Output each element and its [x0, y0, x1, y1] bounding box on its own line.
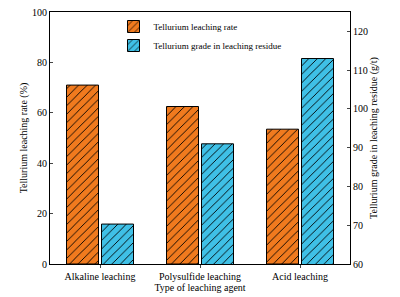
svg-text:Tellurium grade in leaching re: Tellurium grade in leaching residue (g/t… [368, 57, 380, 219]
svg-text:90: 90 [353, 142, 363, 153]
svg-text:Tellurium leaching rate: Tellurium leaching rate [154, 22, 238, 32]
svg-text:120: 120 [353, 26, 368, 37]
svg-text:80: 80 [353, 181, 363, 192]
svg-text:0: 0 [42, 259, 47, 270]
svg-text:100: 100 [353, 103, 368, 114]
svg-text:40: 40 [37, 158, 47, 169]
svg-text:110: 110 [353, 65, 368, 76]
svg-text:80: 80 [37, 57, 47, 68]
svg-text:Tellurium leaching rate (%): Tellurium leaching rate (%) [18, 83, 30, 194]
svg-text:Polysulfide leaching: Polysulfide leaching [159, 271, 241, 282]
svg-text:Alkaline leaching: Alkaline leaching [65, 271, 136, 282]
svg-text:Tellurium grade in leaching re: Tellurium grade in leaching residue [154, 41, 282, 51]
svg-text:60: 60 [353, 259, 363, 270]
svg-text:Type of leaching agent: Type of leaching agent [154, 282, 245, 293]
svg-text:60: 60 [37, 107, 47, 118]
svg-text:20: 20 [37, 208, 47, 219]
svg-text:70: 70 [353, 220, 363, 231]
svg-text:Acid leaching: Acid leaching [272, 271, 328, 282]
svg-text:100: 100 [32, 7, 47, 18]
